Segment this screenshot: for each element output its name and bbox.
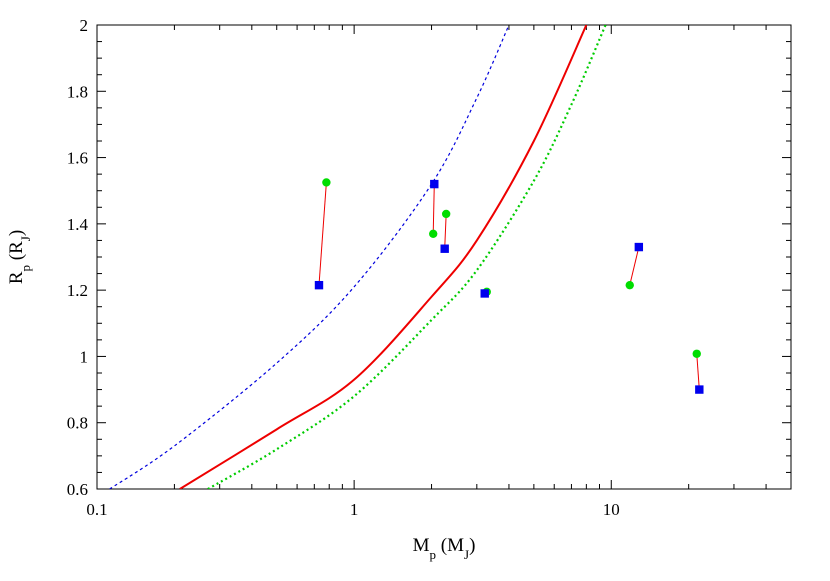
square-point — [430, 179, 439, 189]
y-axis-label: Rp (RJ) — [6, 230, 33, 284]
y-tick-label: 2 — [80, 16, 89, 35]
x-tick-label: 10 — [603, 500, 620, 519]
square-point — [314, 280, 324, 290]
circle-point — [429, 229, 438, 238]
x-axis-label: Mp (MJ) — [413, 535, 476, 562]
solid-model-curve — [179, 25, 588, 489]
y-tick-label: 0.6 — [67, 480, 88, 499]
planet-pairs — [314, 178, 704, 394]
model-curves — [109, 25, 607, 489]
circle-point — [692, 349, 701, 358]
pair-connector-line — [629, 246, 640, 286]
square-point — [480, 289, 489, 298]
axis-tick-labels: 0.6 0.8 1 1.2 1.4 1.6 1.8 2 0.1 1 10 — [67, 16, 620, 519]
axis-ticks — [96, 24, 792, 490]
y-tick-label: 1.4 — [67, 215, 89, 234]
square-point — [634, 242, 644, 252]
pair-connector-line — [432, 184, 435, 234]
circle-point — [625, 280, 634, 290]
y-tick-label: 1.6 — [67, 149, 88, 168]
y-tick-label: 1.2 — [67, 281, 88, 300]
square-point — [440, 244, 449, 253]
circle-point — [441, 209, 451, 219]
square-point — [695, 385, 704, 394]
y-tick-label: 0.8 — [67, 414, 88, 433]
y-tick-label: 1 — [80, 347, 89, 366]
pair-connector-line — [444, 213, 447, 249]
x-tick-label: 1 — [350, 500, 359, 519]
circle-point — [322, 178, 331, 187]
y-tick-label: 1.8 — [67, 82, 88, 101]
pair-connector-line — [696, 353, 700, 390]
plot-area-frame — [96, 24, 792, 490]
dashed-model-curve — [109, 25, 510, 489]
dotted-model-curve — [207, 25, 607, 489]
pair-connector-line — [318, 182, 327, 286]
x-tick-label: 0.1 — [86, 500, 107, 519]
